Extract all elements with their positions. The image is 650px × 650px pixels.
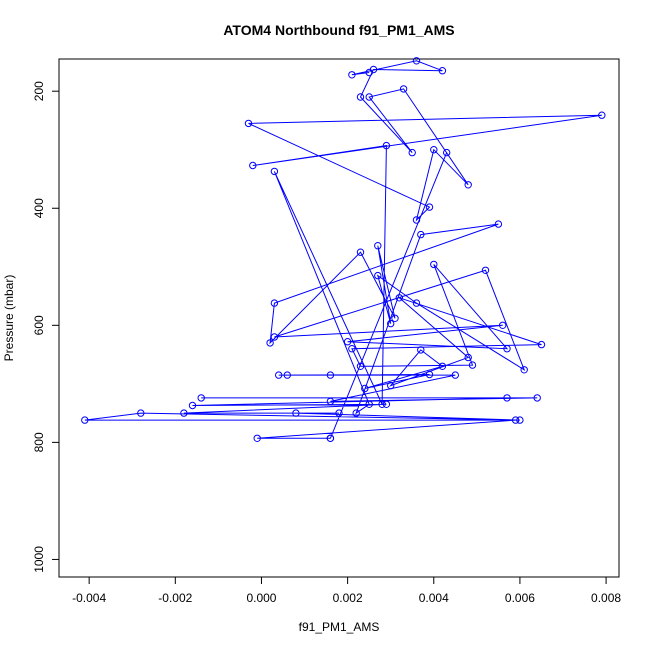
data-point [137,409,145,417]
y-tick-label: 1000 [32,546,46,573]
data-point [292,409,300,417]
data-point [430,260,438,269]
data-point [481,266,490,274]
data-point [425,370,434,379]
data-point [438,67,447,75]
data-point [188,401,197,410]
data-point [270,167,279,176]
data-point [326,434,335,442]
data-point [348,71,356,79]
data-point [533,394,541,402]
data-point [503,345,511,353]
x-tick-label: 0.002 [333,591,363,605]
data-point [451,371,459,379]
data-point [598,111,606,119]
chart-title: ATOM4 Northbound f91_PM1_AMS [223,22,454,38]
data-point [374,242,382,250]
data-point [378,400,386,408]
data-point [244,119,253,128]
data-point [180,409,188,417]
data-point [391,314,399,322]
y-tick-label: 400 [32,198,46,218]
data-point [537,340,546,349]
data-point [275,371,283,379]
data-point [412,216,421,224]
data-point [326,371,335,379]
data-point [266,339,274,347]
data-point [356,93,365,101]
x-axis: -0.004 -0.002 0.000 0.002 0.004 0.006 0.008 [72,576,621,605]
x-tick-label: -0.002 [158,591,192,605]
x-tick-label: 0.004 [419,591,449,605]
data-point [503,394,511,402]
data-point [468,361,477,369]
data-point [374,271,382,280]
data-point [520,366,528,374]
data-point [343,338,352,346]
data-point [253,434,261,442]
data-point [511,416,520,424]
data-point [382,141,391,150]
data-point [412,299,421,307]
y-tick-label: 800 [32,432,46,452]
y-axis: 200 400 600 800 1000 [32,81,60,573]
data-point [197,394,205,402]
x-tick-label: 0.000 [246,591,276,605]
data-point [270,333,279,341]
data-point [81,416,89,424]
data-point [412,57,421,65]
data-point [417,346,425,354]
data-point [365,400,373,408]
y-axis-label: Pressure (mbar) [2,275,16,362]
x-tick-label: 0.006 [505,591,535,605]
data-point [417,230,425,239]
data-point [356,248,365,256]
data-point [516,416,524,424]
x-axis-label: f91_PM1_AMS [299,620,380,634]
data-point [425,203,434,211]
data-point [335,409,343,417]
data-point [464,353,472,362]
data-point [387,381,395,390]
data-point [499,321,507,329]
data-point [369,65,378,74]
data-point [430,146,438,154]
data-point [408,148,416,157]
data-point [399,85,408,93]
data-point [464,181,472,189]
data-point [249,161,257,170]
data-point [438,362,447,370]
y-tick-label: 200 [32,81,46,101]
data-point [443,148,451,157]
series-line [84,60,602,439]
x-tick-label: 0.008 [591,591,621,605]
x-tick-label: -0.004 [72,591,106,605]
data-point [387,319,395,328]
plot-area [81,57,606,442]
plot-frame [58,58,620,578]
data-point [326,397,335,406]
data-point [348,345,356,353]
data-point [356,362,365,370]
data-point [494,220,503,228]
data-point [365,93,373,101]
data-point [283,371,291,379]
y-tick-label: 600 [32,315,46,335]
data-point [382,400,391,408]
data-point [361,384,369,393]
data-point [270,299,279,307]
data-point [352,409,360,417]
data-point [395,294,403,302]
